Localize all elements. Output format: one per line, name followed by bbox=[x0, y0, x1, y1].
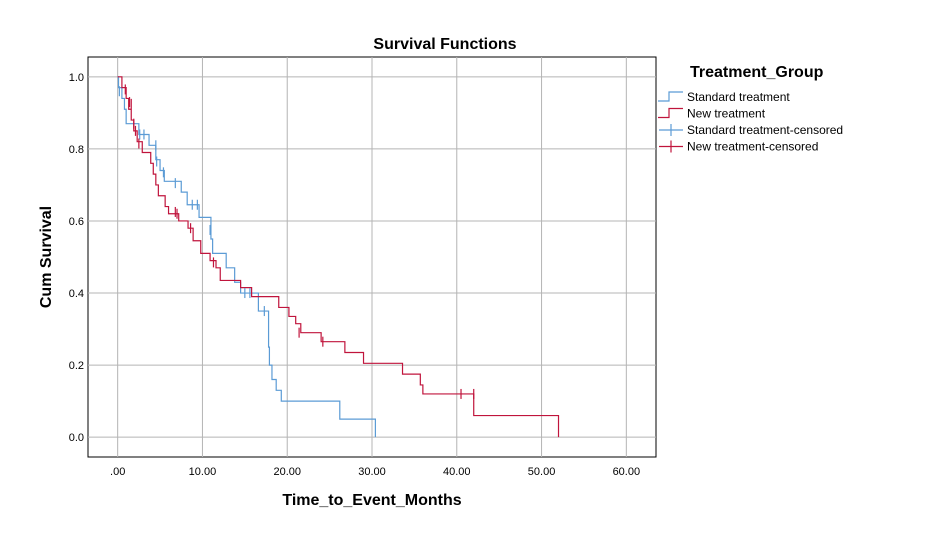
censor-marks bbox=[118, 84, 475, 399]
legend-title: Treatment_Group bbox=[690, 64, 824, 81]
x-tick-label: 50.00 bbox=[528, 466, 556, 478]
series-line-1 bbox=[117, 76, 560, 438]
x-tick-label: 60.00 bbox=[613, 466, 641, 478]
legend-item: New treatment bbox=[658, 107, 766, 121]
x-axis-label: Time_to_Event_Months bbox=[282, 492, 461, 509]
legend-step-swatch bbox=[658, 91, 683, 102]
legend: Treatment_Group Standard treatment New tr… bbox=[658, 64, 843, 154]
legend-item: Standard treatment-censored bbox=[659, 123, 843, 137]
y-tick-label: 0.0 bbox=[69, 432, 84, 444]
x-tick-label: 10.00 bbox=[189, 466, 217, 478]
legend-label: New treatment bbox=[687, 107, 766, 121]
y-tick-label: 1.0 bbox=[69, 72, 84, 84]
series-line-0 bbox=[117, 76, 376, 438]
x-tick-label: 30.00 bbox=[358, 466, 386, 478]
y-axis-label: Cum Survival bbox=[38, 206, 55, 308]
x-tick-label: .00 bbox=[110, 466, 125, 478]
legend-label: New treatment-censored bbox=[687, 140, 818, 154]
legend-label: Standard treatment bbox=[687, 90, 790, 104]
chart-title: Survival Functions bbox=[373, 36, 516, 53]
x-tick-label: 20.00 bbox=[273, 466, 301, 478]
x-tick-label: 40.00 bbox=[443, 466, 471, 478]
grid bbox=[88, 57, 656, 457]
y-tick-label: 0.4 bbox=[69, 288, 84, 300]
y-tick-label: 0.2 bbox=[69, 360, 84, 372]
legend-item: Standard treatment bbox=[658, 90, 790, 104]
series-group bbox=[117, 76, 560, 438]
y-tick-label: 0.8 bbox=[69, 144, 84, 156]
legend-label: Standard treatment-censored bbox=[687, 123, 843, 137]
legend-items: Standard treatment New treatment Standard … bbox=[658, 90, 843, 154]
tick-labels: .00 10.00 20.00 30.00 40.00 50.00 60.00 0.0 0.2 0… bbox=[69, 72, 640, 478]
y-tick-label: 0.6 bbox=[69, 216, 84, 228]
legend-item: New treatment-censored bbox=[659, 140, 818, 154]
legend-step-swatch bbox=[658, 107, 683, 119]
